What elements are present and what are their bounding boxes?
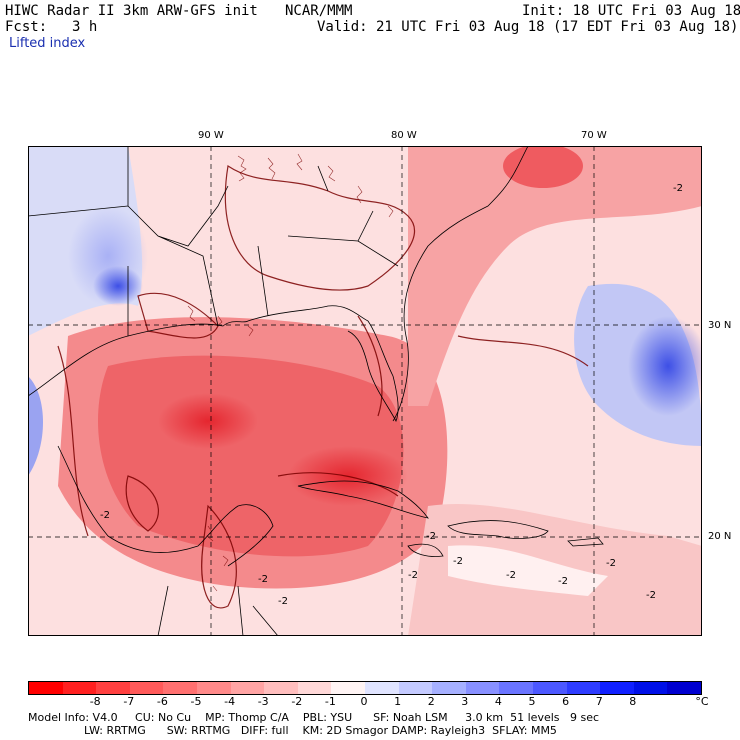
org-label: NCAR/MMM	[285, 3, 353, 19]
contour-label: -2	[100, 510, 110, 521]
colorbar-swatch	[499, 682, 533, 694]
colorbar-tick-label: 4	[494, 695, 502, 708]
colorbar-swatch	[29, 682, 63, 694]
colorbar-tick-label: -2	[291, 695, 303, 708]
forecast-hour: 3 h	[72, 19, 98, 35]
colorbar-swatch	[297, 682, 332, 694]
model-info-line-1: Model Info: V4.0 CU: No Cu MP: Thomp C/A…	[28, 711, 600, 724]
colorbar-swatch	[465, 682, 500, 694]
colorbar-tick-label: 2	[427, 695, 435, 708]
colorbar-tick-label: 5	[528, 695, 536, 708]
init-time: Init: 18 UTC Fri 03 Aug 18	[522, 3, 740, 19]
colorbar-tick-label: 3	[461, 695, 469, 708]
colorbar-swatch	[600, 682, 634, 694]
colorbar-swatch	[129, 682, 164, 694]
colorbar-swatch	[196, 682, 231, 694]
colorbar-tick-label: 8	[629, 695, 637, 708]
forecast-label: Fcst:	[5, 19, 48, 35]
colorbar-tick-label: -8	[89, 695, 101, 708]
colorbar-swatch	[62, 682, 97, 694]
lon-label-80w: 80 W	[391, 130, 417, 141]
colorbar-swatch	[432, 682, 466, 694]
colorbar-tick-label: 0	[360, 695, 368, 708]
lat-label-30n: 30 N	[708, 320, 732, 331]
lon-label-90w: 90 W	[198, 130, 224, 141]
colorbar-swatch	[364, 682, 399, 694]
model-info-line-2: LW: RRTMG SW: RRTMG DIFF: full KM: 2D Sm…	[28, 724, 557, 737]
colorbar-tick-label: 6	[562, 695, 570, 708]
colorbar-swatch	[667, 682, 701, 694]
lon-label-70w: 70 W	[581, 130, 607, 141]
contour-label: -2	[673, 183, 683, 194]
colorbar-tick-label: -5	[190, 695, 202, 708]
colorbar-tick-label: -7	[123, 695, 135, 708]
contour-label: -2	[558, 576, 568, 587]
lifted-index-map: -2 -2 -2 -2 -2 -2 -2 -2 -2 -2 -2	[27, 144, 708, 637]
colorbar-swatch	[96, 682, 130, 694]
colorbar-swatch	[264, 682, 298, 694]
colorbar-swatch	[398, 682, 433, 694]
colorbar-tick-label: -4	[224, 695, 236, 708]
contour-label: -2	[506, 570, 516, 581]
colorbar-unit: °C	[695, 695, 709, 708]
colorbar-swatch	[633, 682, 668, 694]
colorbar-swatch	[163, 682, 197, 694]
contour-label: -2	[258, 574, 268, 585]
lat-label-20n: 20 N	[708, 531, 732, 542]
colorbar	[28, 681, 702, 695]
contour-label: -2	[646, 590, 656, 601]
model-title: HIWC Radar II 3km ARW-GFS init	[5, 3, 258, 19]
map-canvas: -2 -2 -2 -2 -2 -2 -2 -2 -2 -2 -2	[27, 144, 708, 637]
contour-label: -2	[606, 558, 616, 569]
field-name: Lifted index	[9, 36, 86, 51]
colorbar-tick-label: -3	[257, 695, 269, 708]
colorbar-swatch	[331, 682, 365, 694]
colorbar-tick-label: 1	[394, 695, 402, 708]
colorbar-tick-label: -1	[324, 695, 336, 708]
valid-time: Valid: 21 UTC Fri 03 Aug 18 (17 EDT Fri …	[317, 19, 739, 35]
colorbar-swatch	[532, 682, 567, 694]
contour-label: -2	[453, 556, 463, 567]
contour-label: -2	[408, 570, 418, 581]
colorbar-tick-label: -6	[156, 695, 168, 708]
colorbar-swatch	[566, 682, 601, 694]
contour-label: -2	[278, 596, 288, 607]
contour-label: -2	[426, 531, 436, 542]
colorbar-swatch	[230, 682, 265, 694]
colorbar-tick-label: 7	[595, 695, 603, 708]
